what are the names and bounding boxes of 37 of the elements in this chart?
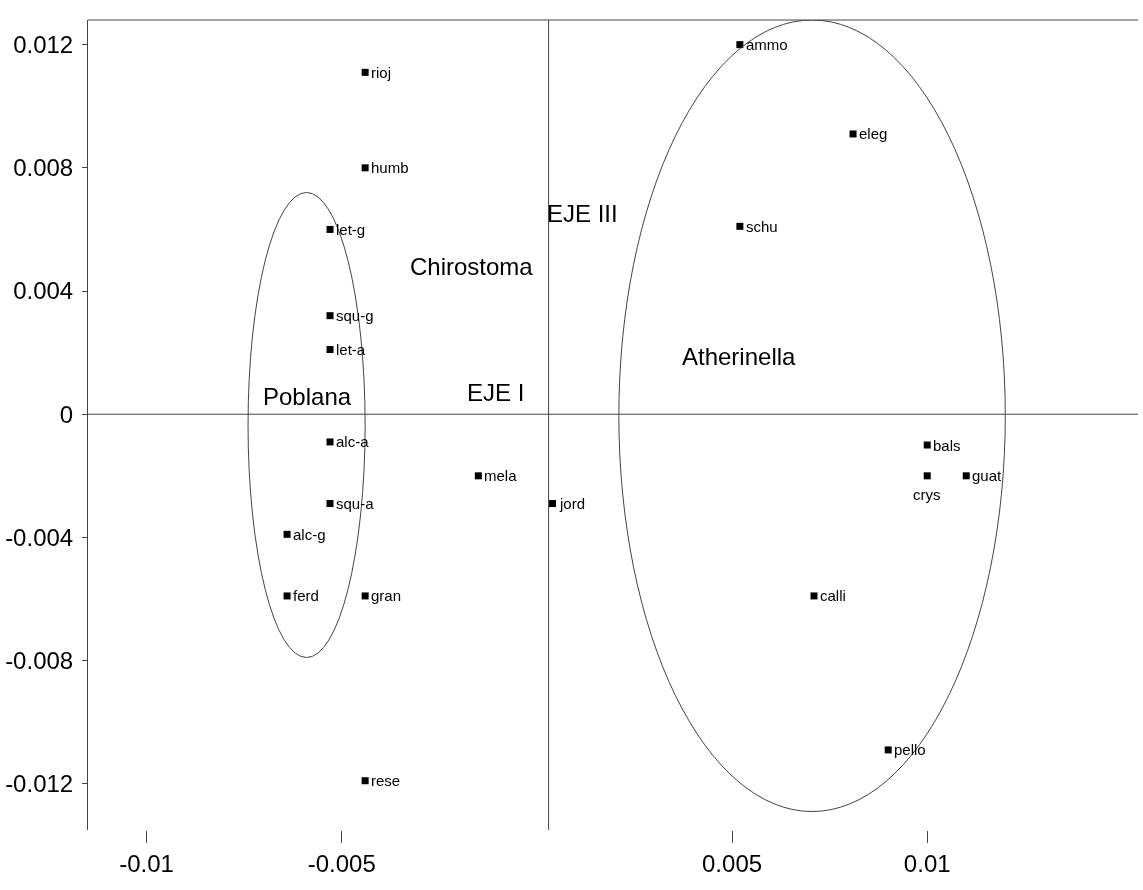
annotation: ferd bbox=[293, 587, 319, 604]
annotation: rese bbox=[371, 772, 401, 789]
annotation: mela bbox=[484, 467, 518, 484]
annotation: crys bbox=[913, 486, 941, 503]
y-tick-label: 0.008 bbox=[13, 154, 74, 182]
annotation: Chirostoma bbox=[410, 253, 534, 280]
annotation: gran bbox=[371, 587, 402, 604]
y-tick-label: 0.012 bbox=[13, 31, 74, 59]
annotation: alc-g bbox=[293, 526, 326, 543]
y-tick-label: -0.004 bbox=[5, 523, 74, 551]
annotation: squ-a bbox=[336, 495, 375, 512]
annotation: pello bbox=[894, 741, 926, 758]
annotation: rioj bbox=[371, 64, 392, 81]
annotation: schu bbox=[746, 218, 778, 235]
y-axis-title: EJE III bbox=[547, 200, 618, 227]
annotation: guat bbox=[972, 467, 1003, 484]
annotation: eleg bbox=[859, 125, 888, 142]
annotation: let-a bbox=[336, 341, 366, 358]
y-tick-label: -0.008 bbox=[5, 647, 74, 675]
y-tick-label: 0 bbox=[59, 400, 74, 428]
x-tick-label: 0.005 bbox=[702, 849, 763, 877]
x-axis-title: EJE I bbox=[467, 379, 525, 406]
annotation: humb bbox=[371, 159, 409, 176]
annotation: squ-g bbox=[336, 307, 374, 324]
x-tick-label: 0.01 bbox=[903, 849, 951, 877]
annotation: jord bbox=[559, 495, 586, 512]
annotation: Poblana bbox=[263, 383, 352, 410]
annotation: calli bbox=[820, 587, 846, 604]
y-tick-label: -0.012 bbox=[5, 770, 74, 798]
annotation: Atherinella bbox=[682, 343, 797, 370]
annotation: bals bbox=[933, 437, 961, 454]
annotation: alc-a bbox=[336, 433, 370, 450]
x-tick-label: -0.01 bbox=[119, 849, 174, 877]
annotation: ammo bbox=[746, 36, 788, 53]
annotation: let-g bbox=[336, 221, 366, 238]
x-tick-label: -0.005 bbox=[307, 849, 376, 877]
y-tick-label: 0.004 bbox=[13, 277, 74, 305]
